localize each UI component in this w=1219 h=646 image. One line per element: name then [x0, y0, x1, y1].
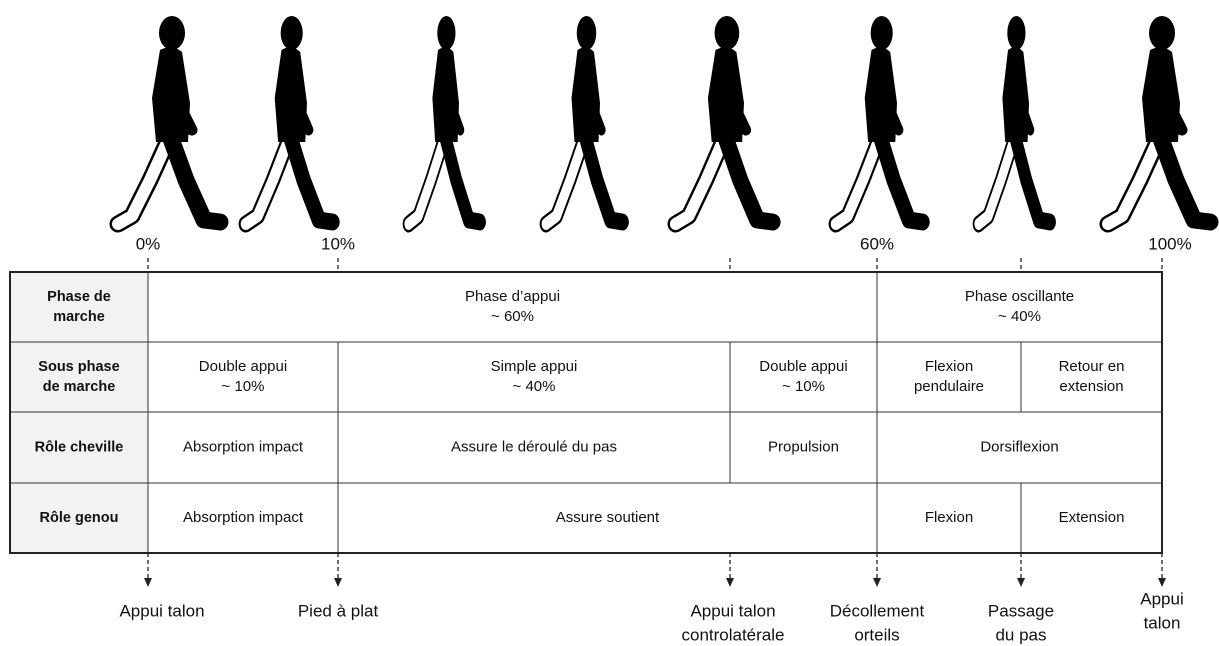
- event-label: Appui: [1140, 589, 1183, 608]
- table-cell: [147, 271, 878, 343]
- cell-text: Extension: [1059, 509, 1125, 526]
- table-cell: [337, 411, 731, 484]
- walker-figure: [836, 16, 923, 224]
- table-cell: [876, 271, 1163, 343]
- arrow-head: [1158, 578, 1166, 587]
- walker-figure: [409, 16, 480, 224]
- header-cell: [9, 482, 149, 554]
- cell-text: Simple appui: [491, 358, 578, 375]
- header-cell: [9, 341, 149, 413]
- row-header: marche: [53, 309, 105, 325]
- event-label: du pas: [995, 625, 1046, 644]
- walker-figure: [676, 16, 773, 224]
- table-cell: [147, 341, 339, 413]
- arrow-head: [873, 578, 881, 587]
- table-border: [9, 271, 1163, 554]
- percent-label: 0%: [136, 234, 161, 253]
- cell-text: ~ 10%: [782, 378, 825, 395]
- cell-text: Assure soutient: [556, 509, 660, 526]
- cell-text: ~ 40%: [513, 378, 556, 395]
- event-label: talon: [1144, 613, 1181, 632]
- walker-figure: [118, 16, 220, 224]
- arrow-head: [1017, 578, 1025, 587]
- cell-text: Dorsiflexion: [980, 438, 1058, 455]
- table-cell: [1020, 482, 1163, 554]
- event-label: orteils: [854, 625, 899, 644]
- cell-text: Phase d’appui: [465, 288, 560, 305]
- percent-label: 60%: [860, 234, 894, 253]
- cell-text: Absorption impact: [183, 509, 304, 526]
- event-label: Appui talon: [119, 601, 204, 620]
- table-cell: [876, 411, 1163, 484]
- percent-label: 100%: [1148, 234, 1191, 253]
- table-cell: [729, 341, 878, 413]
- cell-text: Absorption impact: [183, 438, 304, 455]
- cell-text: Flexion: [925, 358, 973, 375]
- walker-figure: [246, 16, 333, 224]
- cell-text: ~ 10%: [222, 378, 265, 395]
- row-header: Rôle cheville: [35, 439, 124, 455]
- event-label: Appui talon: [690, 601, 775, 620]
- table-cell: [876, 482, 1022, 554]
- silhouettes: [118, 16, 1210, 224]
- cell-text: Phase oscillante: [965, 288, 1074, 305]
- table-cell: [337, 341, 731, 413]
- cell-text: ~ 60%: [491, 308, 534, 325]
- row-header: Sous phase: [38, 359, 119, 375]
- event-label: Passage: [988, 601, 1054, 620]
- arrow-head: [144, 578, 152, 587]
- cell-text: Double appui: [199, 358, 287, 375]
- row-header: Phase de: [47, 289, 111, 305]
- cell-text: Propulsion: [768, 438, 839, 455]
- percent-label: 10%: [321, 234, 355, 253]
- table-cell: [147, 482, 339, 554]
- cell-text: Flexion: [925, 509, 973, 526]
- arrow-head: [334, 578, 342, 587]
- walker-figure: [979, 16, 1050, 224]
- table-cell: [876, 341, 1022, 413]
- row-header: Rôle genou: [40, 510, 119, 526]
- cell-text: Retour en: [1059, 358, 1125, 375]
- header-cell: [9, 271, 149, 343]
- walker-figure: [546, 16, 623, 224]
- cell-text: Assure le déroulé du pas: [451, 438, 617, 455]
- cell-text: ~ 40%: [998, 308, 1041, 325]
- cell-text: pendulaire: [914, 378, 984, 395]
- row-header: de marche: [43, 379, 116, 395]
- event-label: Décollement: [830, 601, 925, 620]
- table-layer: Phase de marche Phase d’appui ~ 60% Phase os…: [9, 234, 1192, 644]
- event-label: Pied à plat: [298, 601, 379, 620]
- table-cell: [337, 482, 878, 554]
- cell-text: Double appui: [759, 358, 847, 375]
- walker-figure: [1108, 16, 1210, 224]
- event-label: controlatérale: [681, 625, 784, 644]
- arrow-head: [726, 578, 734, 587]
- cell-text: extension: [1059, 378, 1123, 395]
